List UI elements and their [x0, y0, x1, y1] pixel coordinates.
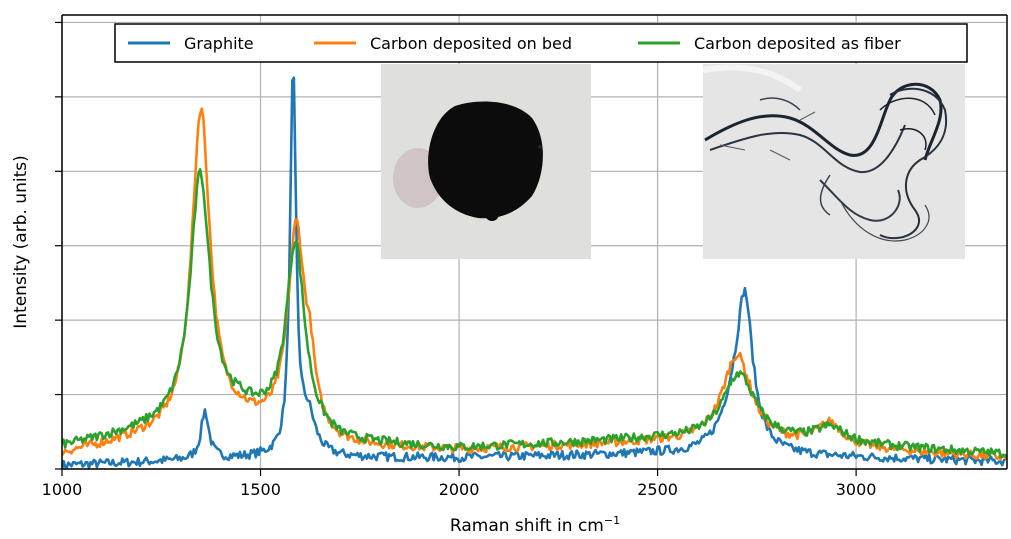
x-tick-label: 2500: [637, 480, 678, 499]
x-axis-label-sup: −1: [604, 514, 620, 527]
legend-label-0: Graphite: [184, 34, 254, 53]
legend-label-1: Carbon deposited on bed: [370, 34, 572, 53]
ticks: 1000 1500 2000 2500 3000: [42, 21, 877, 499]
series-line-0: [62, 76, 1007, 469]
y-axis-label: Intensity (arb. units): [11, 155, 31, 328]
x-axis-label: Raman shift in cm−1: [450, 514, 620, 536]
inset-photo-fiber: [702, 64, 965, 259]
series-lines: [62, 76, 1007, 469]
legend: Graphite Carbon deposited on bed Carbon de…: [114, 23, 968, 63]
series-line-2: [62, 168, 1007, 459]
x-tick-label: 1500: [240, 480, 281, 499]
inset-photo-bed: [381, 64, 591, 259]
legend-label-2: Carbon deposited as fiber: [694, 34, 901, 53]
axes-frame: [61, 14, 1008, 470]
x-tick-label: 2000: [439, 480, 480, 499]
x-tick-label: 3000: [836, 480, 877, 499]
x-axis-label-text: Raman shift in cm: [450, 516, 604, 536]
x-tick-label: 1000: [42, 480, 83, 499]
